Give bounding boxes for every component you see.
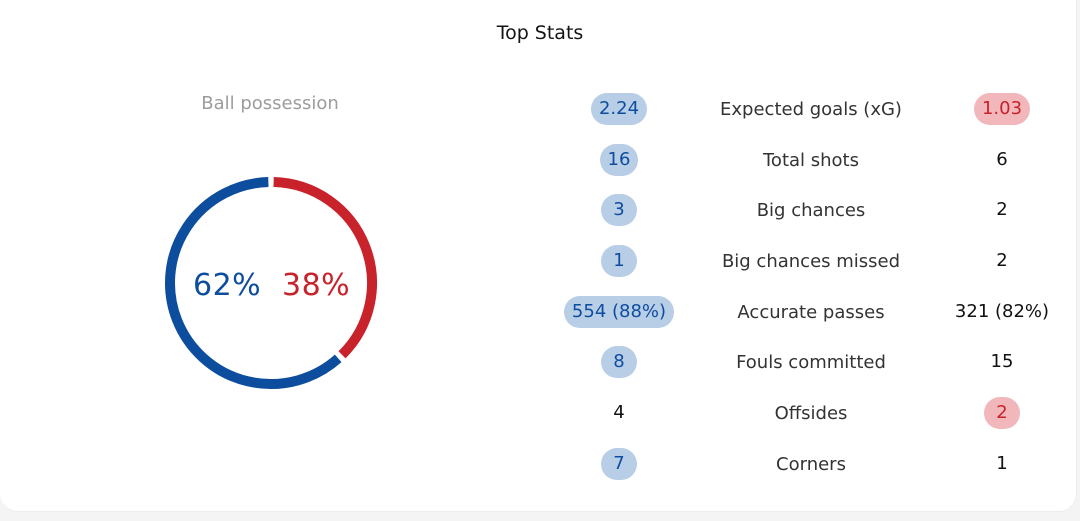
stat-home-cell: 554 (88%) [540,292,698,332]
stat-away-value: 321 (82%) [954,301,1050,322]
stat-name: Total shots [763,149,859,171]
stat-away-cell: 2 [924,393,1080,433]
possession-home-percent: 62% [193,268,262,303]
stat-name-cell: Fouls committed [698,342,924,382]
possession-away-percent: 38% [282,268,351,303]
stat-row: 1 Big chances missed 2 [540,241,1080,281]
stat-away-value: 2 [984,397,1020,429]
stat-away-cell: 1.03 [924,89,1080,129]
stat-home-value: 1 [601,245,637,277]
possession-donut [165,177,377,389]
stat-name: Offsides [774,402,848,424]
possession-arc-home [165,177,342,389]
stat-home-cell: 4 [540,393,698,433]
stat-row: 8 Fouls committed 15 [540,342,1080,382]
stat-home-value: 4 [613,402,625,423]
stat-home-cell: 1 [540,241,698,281]
stat-away-cell: 15 [924,342,1080,382]
stat-home-cell: 16 [540,140,698,180]
stat-name: Expected goals (xG) [720,98,902,120]
stat-name-cell: Corners [698,444,924,484]
stat-away-cell: 2 [924,190,1080,230]
stat-row: 3 Big chances 2 [540,190,1080,230]
stat-name-cell: Offsides [698,393,924,433]
stat-home-value: 8 [601,346,637,378]
stat-home-value: 16 [599,144,639,176]
stat-away-value: 2 [996,250,1008,271]
stat-name-cell: Expected goals (xG) [698,89,924,129]
stat-name: Fouls committed [736,351,886,373]
stat-away-cell: 321 (82%) [924,292,1080,332]
stat-name: Corners [776,453,846,475]
stat-home-cell: 7 [540,444,698,484]
stat-home-value: 2.24 [590,93,648,125]
stat-name-cell: Big chances missed [698,241,924,281]
stat-row: 4 Offsides 2 [540,393,1080,433]
stat-away-value: 6 [996,149,1008,170]
stat-home-cell: 8 [540,342,698,382]
stat-home-value: 7 [601,448,637,480]
stat-name: Big chances [756,199,866,221]
stat-row: 2.24 Expected goals (xG) 1.03 [540,89,1080,129]
stat-away-cell: 6 [924,140,1080,180]
stat-away-value: 1.03 [973,93,1031,125]
stat-away-value: 2 [996,199,1008,220]
stat-name: Big chances missed [721,250,901,272]
stat-row: 554 (88%) Accurate passes 321 (82%) [540,292,1080,332]
stat-name-cell: Big chances [698,190,924,230]
stat-row: 16 Total shots 6 [540,140,1080,180]
top-stats-card: Top Stats Ball possession 62% 38% 2.24 Ex… [0,0,1077,512]
stat-away-cell: 1 [924,444,1080,484]
stat-name-cell: Total shots [698,140,924,180]
stat-home-cell: 3 [540,190,698,230]
stat-home-cell: 2.24 [540,89,698,129]
section-title: Top Stats [496,22,584,44]
stat-away-cell: 2 [924,241,1080,281]
stat-name: Accurate passes [737,301,885,323]
stat-away-value: 15 [990,351,1014,372]
stat-home-value: 554 (88%) [563,296,675,328]
stat-home-value: 3 [601,194,637,226]
possession-arc-away [273,177,377,359]
stat-row: 7 Corners 1 [540,444,1080,484]
possession-label: Ball possession [201,93,339,114]
stat-away-value: 1 [996,453,1008,474]
stat-name-cell: Accurate passes [698,292,924,332]
